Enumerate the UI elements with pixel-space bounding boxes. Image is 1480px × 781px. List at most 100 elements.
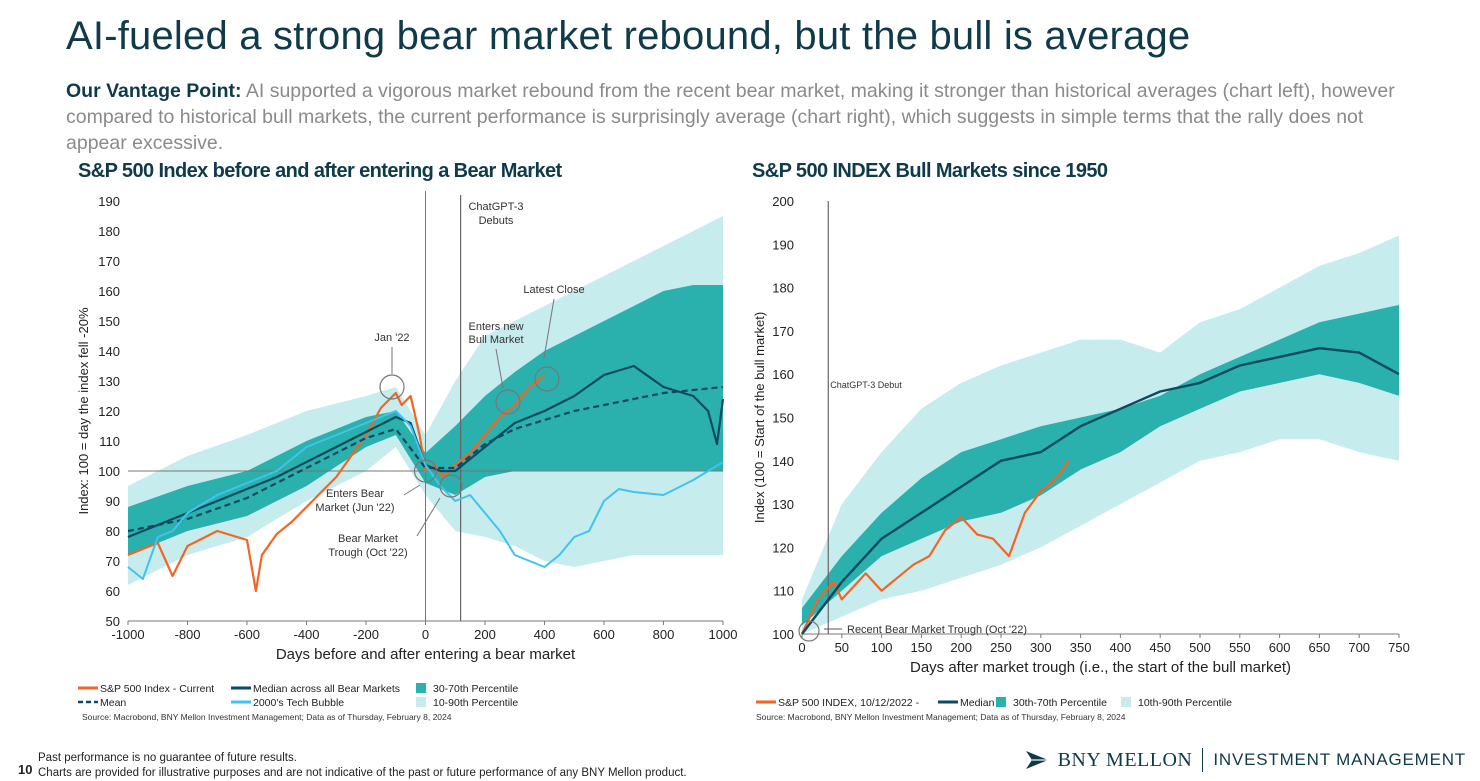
x-tick-label: -1000 [111,627,144,642]
x-axis-label: Days before and after entering a bear ma… [276,646,576,663]
y-tick-label: 130 [772,497,794,512]
y-axis-label: Index: 100 = day the index fell -20% [76,307,91,514]
logo-subtitle: INVESTMENT MANAGEMENT [1213,750,1466,769]
disclaimer-line-2: Charts are provided for illustrative pur… [38,767,687,779]
x-tick-label: 400 [1110,640,1132,655]
x-tick-label: -800 [174,627,200,642]
y-tick-label: 190 [98,194,120,209]
x-tick-label: -400 [293,627,319,642]
latest-close-pointer [543,298,555,359]
x-tick-label: 450 [1149,640,1171,655]
legend-current-label: S&P 500 Index - Current [100,683,214,695]
y-tick-label: 60 [106,584,120,599]
legend-tech-bubble-label: 2000's Tech Bubble [253,697,344,709]
annotation-chatgpt-line2: Debuts [479,215,514,227]
annotation-latest-close: Latest Close [523,284,584,296]
trough-circle [439,474,463,498]
x-tick-label: 750 [1388,640,1410,655]
page-number: 10 [18,762,33,777]
y-tick-label: 160 [98,284,120,299]
y-tick-label: 180 [98,224,120,239]
bny-mellon-logo: BNY MELLON INVESTMENT MANAGEMENT [1024,748,1466,772]
legend-10-90-swatch [1121,697,1131,707]
latest-close-circle [534,366,560,392]
x-tick-label: 100 [871,640,893,655]
y-tick-label: 180 [772,281,794,296]
y-tick-label: 140 [98,344,120,359]
x-tick-label: 800 [653,627,675,642]
series-median-across-all-bear-markets [127,364,725,539]
page-title: AI-fueled a strong bear market rebound, … [66,14,1191,58]
legend-10-90-label: 10th-90th Percentile [1138,697,1232,709]
annotation-enters-bear-line1: Enters Bear [326,488,384,500]
x-tick-label: 400 [534,627,556,642]
y-tick-label: 160 [772,367,794,382]
x-tick-label: 600 [1269,640,1291,655]
disclaimer: Past performance is no guarantee of futu… [38,751,687,781]
x-tick-label: -200 [353,627,379,642]
legend-10-90-label: 10-90th Percentile [433,697,518,709]
x-tick-label: 50 [835,640,849,655]
bull-pointer [495,348,504,389]
x-tick-label: 250 [990,640,1012,655]
annotation-recent-trough: Recent Bear Market Trough (Oct '22) [847,624,1027,636]
jan22-circle [379,374,405,400]
bull-circle [495,389,521,415]
y-tick-label: 110 [99,434,120,449]
x-tick-label: 650 [1309,640,1331,655]
y-tick-label: 140 [772,454,794,469]
legend-median-label: Median across all Bear Markets [253,683,400,695]
legend-current-label: S&P 500 INDEX, 10/12/2022 - [778,697,920,709]
y-tick-label: 120 [98,404,120,419]
trough-circle [798,620,820,642]
legend-30-70-swatch [996,697,1006,707]
series-2000-s-tech-bubble [127,410,724,580]
right-chart: 0 50 100 150 200 250 300 350 400 450 500 550 600 650 7… [752,194,1410,722]
annotation-jan22: Jan '22 [374,332,409,344]
trough-pointer [416,497,441,537]
left-chart-title: S&P 500 Index before and after entering … [78,160,562,182]
y-tick-label: 100 [98,464,120,479]
x-tick-label: 0 [422,627,429,642]
x-tick-label: 200 [474,627,496,642]
annotation-bull-line2: Bull Market [468,334,523,346]
legend-10-90-swatch [416,697,426,707]
legend-30-70-swatch [416,683,426,693]
logo-brand: BNY MELLON [1057,748,1193,771]
y-tick-label: 150 [98,314,120,329]
y-tick-label: 80 [106,524,120,539]
legend-30-70-label: 30-70th Percentile [433,683,518,695]
x-tick-label: 0 [798,640,805,655]
series-median [801,346,1400,635]
annotation-chatgpt-debut: ChatGPT-3 Debut [830,380,902,390]
x-tick-label: -600 [234,627,260,642]
band-30th-70th-percentile [802,304,1399,626]
x-tick-label: 600 [593,627,615,642]
x-tick-label: 350 [1070,640,1092,655]
logo-divider [1202,748,1204,772]
annotation-enters-bear-line2: Market (Jun '22) [315,502,394,514]
y-tick-label: 200 [772,194,794,209]
y-tick-label: 150 [772,411,794,426]
x-tick-label: 200 [950,640,972,655]
enters-bear-pointer [403,484,421,496]
x-tick-label: 150 [911,640,933,655]
annotation-trough-line2: Trough (Oct '22) [328,547,407,559]
y-tick-label: 190 [772,237,794,252]
right-chart-title: S&P 500 INDEX Bull Markets since 1950 [752,160,1108,182]
y-tick-label: 70 [106,554,120,569]
legend-median-label: Median [960,697,995,709]
series-s-p-500-index-10-12-2022- [801,460,1070,635]
y-tick-label: 170 [98,254,120,269]
vantage-paragraph: Our Vantage Point: AI supported a vigoro… [66,78,1416,156]
disclaimer-line-1: Past performance is no guarantee of futu… [38,752,297,764]
legend-30-70-label: 30th-70th Percentile [1013,697,1107,709]
annotation-chatgpt-line1: ChatGPT-3 [468,201,523,213]
series-mean [127,385,724,533]
x-axis-label: Days after market trough (i.e., the star… [910,659,1291,676]
bny-logo-icon [1025,751,1048,769]
x-tick-label: 300 [1030,640,1052,655]
y-tick-label: 130 [98,374,120,389]
chart-source: Source: Macrobond, BNY Mellon Investment… [756,712,1126,722]
annotation-bull-line1: Enters new [468,321,523,333]
